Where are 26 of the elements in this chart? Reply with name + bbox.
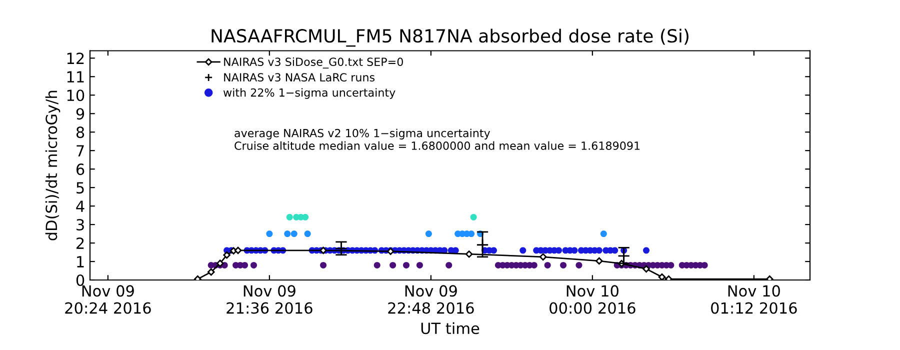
x-tick-label: Nov 09 21:36 2016 [226,285,312,314]
y-tick-label: 4 [76,200,84,212]
y-tick-label: 9 [76,108,84,120]
x-tick-label: Nov 09 20:24 2016 [65,285,151,314]
x-tick-label: Nov 10 01:12 2016 [711,285,797,314]
x-tick-label: Nov 10 00:00 2016 [550,285,636,314]
y-tick-label: 12 [67,52,84,64]
y-tick-label: 7 [76,145,84,156]
y-tick-label: 10 [67,90,84,102]
x-tick-label: Nov 09 22:48 2016 [388,285,474,314]
annotation: average NAIRAS v2 10% 1−sigma uncertainty [234,128,490,140]
y-axis-title: dD(Si)/dt microGy/h [45,90,60,240]
legend-label: NAIRAS v3 SiDose_G0.txt SEP=0 [224,57,403,68]
y-tick-label: 0 [76,274,84,286]
legend-label: with 22% 1−sigma uncertainty [223,88,396,99]
y-tick-label: 1 [77,256,84,268]
annotation: Cruise altitude median value = 1.6800000 and mean value = 1.6189091 [234,141,640,150]
y-tick-label: 3 [76,219,84,231]
y-tick-label: 11 [67,71,84,82]
x-axis-title: UT time [421,322,480,334]
y-tick-label: 2 [76,237,84,249]
legend-label: NAIRAS v3 NASA LaRC runs [224,73,375,82]
y-tick-label: 6 [76,164,84,176]
y-tick-label: 5 [76,182,84,194]
y-tick-label: 8 [76,126,84,138]
chart-title: NASAAFRCMUL_FM5 N817NA absorbed dose rate (Si) [212,28,688,47]
